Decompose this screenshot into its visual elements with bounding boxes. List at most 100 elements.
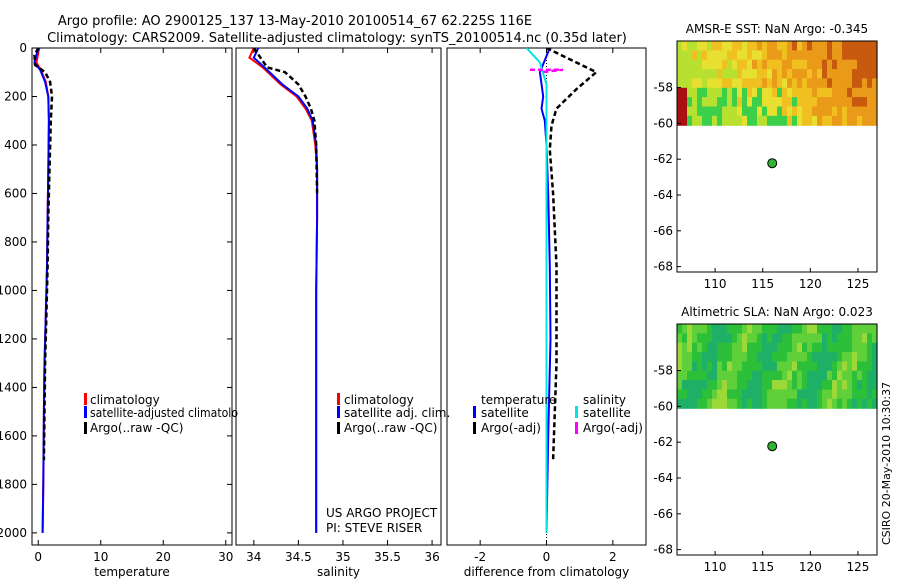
map-cell <box>812 398 818 409</box>
map-cell <box>757 59 763 70</box>
map-cell <box>742 41 748 51</box>
map-cell <box>692 69 698 80</box>
x-tick-label: 34 <box>246 550 261 564</box>
map-cell <box>807 333 813 344</box>
map-cell <box>767 389 773 400</box>
map-cell <box>762 389 768 400</box>
series-line <box>252 48 319 194</box>
map-cell <box>822 97 828 108</box>
map-cell <box>737 106 743 117</box>
map-cell <box>742 97 748 108</box>
map-cell <box>742 361 748 372</box>
map-cell <box>852 342 858 353</box>
map-cell <box>842 106 848 117</box>
map-cell <box>817 50 823 61</box>
map-cell <box>767 333 773 344</box>
map-cell <box>762 78 768 89</box>
map-cell <box>747 342 753 353</box>
map-cell <box>742 370 748 381</box>
map-cell <box>697 87 703 98</box>
map-cell <box>692 398 698 409</box>
map-cell <box>837 370 843 381</box>
map-cell <box>762 97 768 108</box>
map-cell <box>857 324 863 334</box>
map-cell <box>777 115 783 126</box>
map-cell <box>797 41 803 51</box>
map-cell <box>682 361 688 372</box>
map-cell <box>852 370 858 381</box>
map-cell <box>687 380 693 391</box>
map-cell <box>697 380 703 391</box>
map-cell <box>827 69 833 80</box>
map-cell <box>712 370 718 381</box>
map-cell <box>717 115 723 126</box>
map-cell <box>812 389 818 400</box>
map-cell <box>847 87 853 98</box>
map-cell <box>792 370 798 381</box>
map-cell <box>862 380 868 391</box>
map-cell <box>757 115 763 126</box>
map-cell <box>682 342 688 353</box>
map-cell <box>812 370 818 381</box>
map-cell <box>862 97 868 108</box>
map-cell <box>772 115 778 126</box>
map-cell <box>782 333 788 344</box>
map-cell <box>707 69 713 80</box>
map-cell <box>817 352 823 363</box>
map-cell <box>847 333 853 344</box>
map-cell <box>707 389 713 400</box>
map-cell <box>782 389 788 400</box>
map-cell <box>867 342 873 353</box>
map-cell <box>797 370 803 381</box>
map-cell <box>852 333 858 344</box>
map-cell <box>732 333 738 344</box>
map-cell <box>802 78 808 89</box>
map-cell <box>752 370 758 381</box>
map-cell <box>817 59 823 70</box>
map-cell <box>807 389 813 400</box>
map-cell <box>727 59 733 70</box>
map-cell <box>872 333 878 344</box>
x-tick-label: 115 <box>751 560 774 574</box>
map-cell <box>777 106 783 117</box>
map-cell <box>792 352 798 363</box>
map-cell <box>832 87 838 98</box>
x-axis-label: difference from climatology <box>464 565 630 579</box>
map-cell <box>822 380 828 391</box>
map-cell <box>727 41 733 51</box>
map-cell <box>762 41 768 51</box>
y-tick-label: -68 <box>653 543 673 557</box>
map-cell <box>682 59 688 70</box>
map-cell <box>692 87 698 98</box>
map-cell <box>787 352 793 363</box>
map-cell <box>702 41 708 51</box>
map-cell <box>757 41 763 51</box>
map-cell <box>772 69 778 80</box>
map-cell <box>752 115 758 126</box>
map-cell <box>772 324 778 334</box>
map-cell <box>862 342 868 353</box>
map-cell <box>867 97 873 108</box>
map-cell <box>677 59 683 70</box>
map-cell <box>717 398 723 409</box>
x-tick-label: -2 <box>474 550 486 564</box>
map-cell <box>802 398 808 409</box>
map-cell <box>802 97 808 108</box>
map-cell <box>722 370 728 381</box>
map-cell <box>827 361 833 372</box>
map-cell <box>832 78 838 89</box>
x-tick-label: 2 <box>609 550 617 564</box>
map-cell <box>807 370 813 381</box>
map-cell <box>732 50 738 61</box>
map-cell <box>807 50 813 61</box>
map-cell <box>742 59 748 70</box>
map-cell <box>747 380 753 391</box>
map-cell <box>737 352 743 363</box>
map-cell <box>837 115 843 126</box>
x-tick-label: 115 <box>751 277 774 291</box>
map-cell <box>862 106 868 117</box>
map-cell <box>847 59 853 70</box>
map-cell <box>867 370 873 381</box>
map-cell <box>837 106 843 117</box>
map-cell <box>862 333 868 344</box>
